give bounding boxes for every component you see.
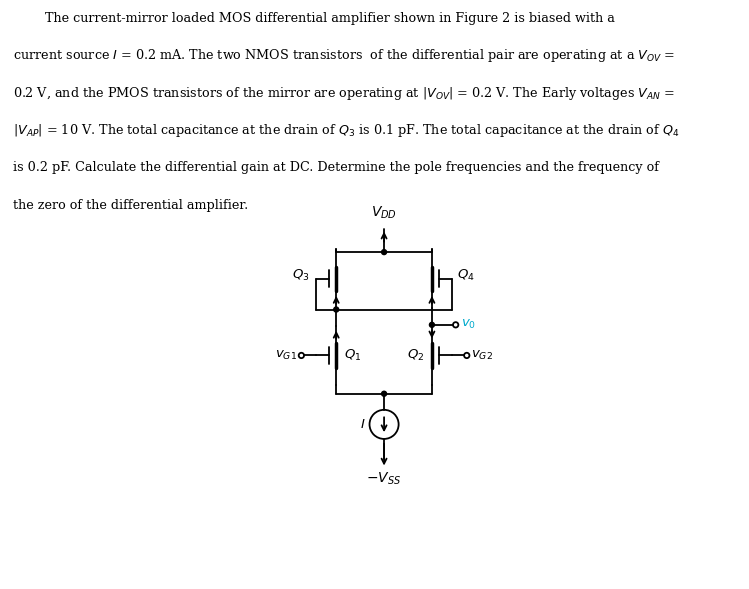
Text: $v_0$: $v_0$ (461, 318, 476, 332)
Text: $I$: $I$ (360, 418, 366, 431)
Text: $Q_1$: $Q_1$ (344, 348, 361, 363)
Text: 0.2 V, and the PMOS transistors of the mirror are operating at $|V_{OV}|$ = 0.2 : 0.2 V, and the PMOS transistors of the m… (13, 85, 676, 102)
Circle shape (429, 322, 434, 327)
Text: $Q_2$: $Q_2$ (407, 348, 424, 363)
Text: $V_{DD}$: $V_{DD}$ (371, 205, 397, 221)
Text: $-V_{SS}$: $-V_{SS}$ (366, 470, 401, 487)
Text: the zero of the differential amplifier.: the zero of the differential amplifier. (13, 198, 249, 211)
Text: $Q_3$: $Q_3$ (292, 267, 309, 283)
Text: $|V_{AP}|$ = 10 V. The total capacitance at the drain of $Q_3$ is 0.1 pF. The to: $|V_{AP}|$ = 10 V. The total capacitance… (13, 122, 680, 139)
Text: current source $I$ = 0.2 mA. The two NMOS transistors  of the differential pair : current source $I$ = 0.2 mA. The two NMO… (13, 48, 676, 64)
Circle shape (381, 250, 386, 254)
Text: $v_{G2}$: $v_{G2}$ (471, 349, 494, 362)
Text: is 0.2 pF. Calculate the differential gain at DC. Determine the pole frequencies: is 0.2 pF. Calculate the differential ga… (13, 161, 659, 174)
Text: $v_{G1}$: $v_{G1}$ (275, 349, 297, 362)
Circle shape (334, 307, 339, 312)
Circle shape (381, 391, 386, 396)
Text: The current-mirror loaded MOS differential amplifier shown in Figure 2 is biased: The current-mirror loaded MOS differenti… (13, 12, 616, 25)
Text: $Q_4$: $Q_4$ (457, 267, 475, 283)
